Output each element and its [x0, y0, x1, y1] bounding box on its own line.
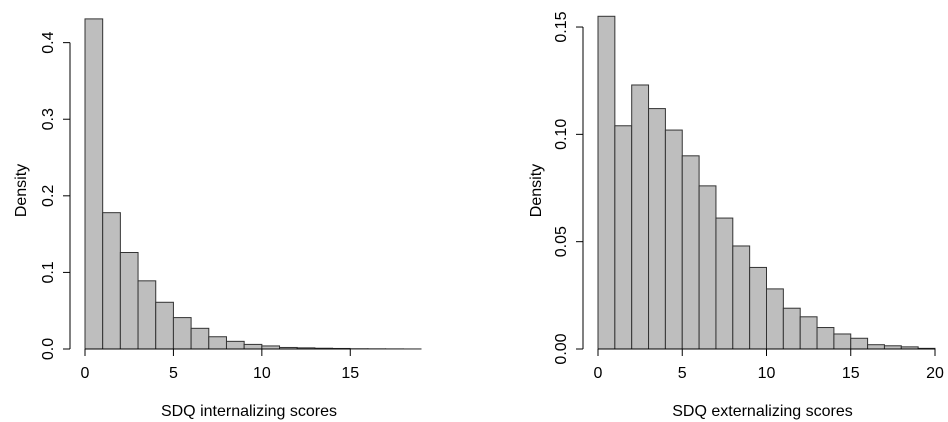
- externalizing-bar-7: [715, 217, 734, 350]
- internalizing-y-axis: 0.0 0.1 0.2 0.3 0.4: [40, 31, 71, 360]
- externalizing-bar-14: [833, 333, 852, 350]
- internalizing-bar-0: [84, 18, 104, 350]
- externalizing-bar-10: [766, 288, 784, 350]
- externalizing-bar-4: [664, 129, 683, 350]
- externalizing-y-axis-title: Density: [528, 164, 545, 217]
- internalizing-y-tick-label-0: 0.0: [40, 338, 57, 360]
- externalizing-bar-0: [597, 15, 616, 350]
- externalizing-x-tick-label-4: 20: [926, 365, 944, 382]
- internalizing-bar-1: [102, 212, 121, 350]
- externalizing-x-axis-title: SDQ externalizing scores: [672, 403, 853, 420]
- externalizing-bar-13: [816, 327, 835, 350]
- internalizing-x-tick-label-3: 15: [341, 365, 359, 382]
- internalizing-bar-4: [155, 301, 174, 350]
- externalizing-bar-12: [799, 316, 818, 350]
- internalizing-y-axis-title: Density: [13, 164, 30, 217]
- internalizing-y-tick-label-1: 0.1: [40, 261, 57, 283]
- internalizing-bar-8: [225, 340, 245, 350]
- externalizing-bar-3: [648, 108, 666, 350]
- internalizing-y-tick-label-2: 0.2: [40, 185, 57, 207]
- externalizing-x-tick-label-2: 10: [758, 365, 776, 382]
- internalizing-x-tick-label-2: 10: [253, 365, 271, 382]
- externalizing-bar-5: [681, 155, 700, 350]
- internalizing-bar-3: [137, 280, 157, 350]
- externalizing-bar-6: [698, 185, 717, 350]
- internalizing-y-tick-label-4: 0.4: [40, 31, 57, 53]
- externalizing-y-axis: 0.00 0.05 0.10 0.15: [553, 11, 584, 365]
- externalizing-x-tick-label-3: 15: [842, 365, 860, 382]
- internalizing-x-axis-title: SDQ internalizing scores: [161, 403, 337, 420]
- externalizing-y-tick-label-3: 0.15: [553, 11, 570, 42]
- externalizing-bar-11: [782, 307, 801, 350]
- internalizing-histogram: 0 5 10 15 0.0 0.1 0.2 0.3 0.4 SDQ internalizing…: [13, 18, 422, 420]
- externalizing-y-tick-label-2: 0.10: [553, 119, 570, 150]
- externalizing-bar-9: [749, 266, 768, 350]
- externalizing-x-axis: 0 5 10 15 20: [594, 348, 944, 382]
- internalizing-y-tick-label-3: 0.3: [40, 108, 57, 130]
- externalizing-bar-16: [867, 344, 885, 350]
- internalizing-bar-7: [208, 336, 227, 350]
- externalizing-y-tick-label-1: 0.05: [553, 226, 570, 257]
- externalizing-bar-8: [732, 245, 751, 350]
- internalizing-bar-2: [119, 251, 139, 350]
- externalizing-bar-2: [631, 84, 650, 350]
- internalizing-bar-5: [172, 317, 192, 350]
- externalizing-bars: [597, 15, 936, 350]
- internalizing-bars: [84, 18, 422, 350]
- externalizing-histogram: 0 5 10 15 20 0.00 0.05 0.10 0.15 SDQ externaliz…: [528, 11, 944, 420]
- internalizing-bar-9: [243, 343, 263, 350]
- internalizing-x-tick-label-1: 5: [169, 365, 178, 382]
- externalizing-bar-1: [614, 125, 633, 350]
- externalizing-y-tick-label-0: 0.00: [553, 333, 570, 364]
- internalizing-bar-6: [190, 327, 210, 350]
- externalizing-bar-15: [850, 337, 869, 350]
- externalizing-x-tick-label-0: 0: [594, 365, 603, 382]
- externalizing-x-tick-label-1: 5: [678, 365, 687, 382]
- internalizing-x-axis: 0 5 10 15: [81, 348, 359, 382]
- internalizing-x-tick-label-0: 0: [81, 365, 90, 382]
